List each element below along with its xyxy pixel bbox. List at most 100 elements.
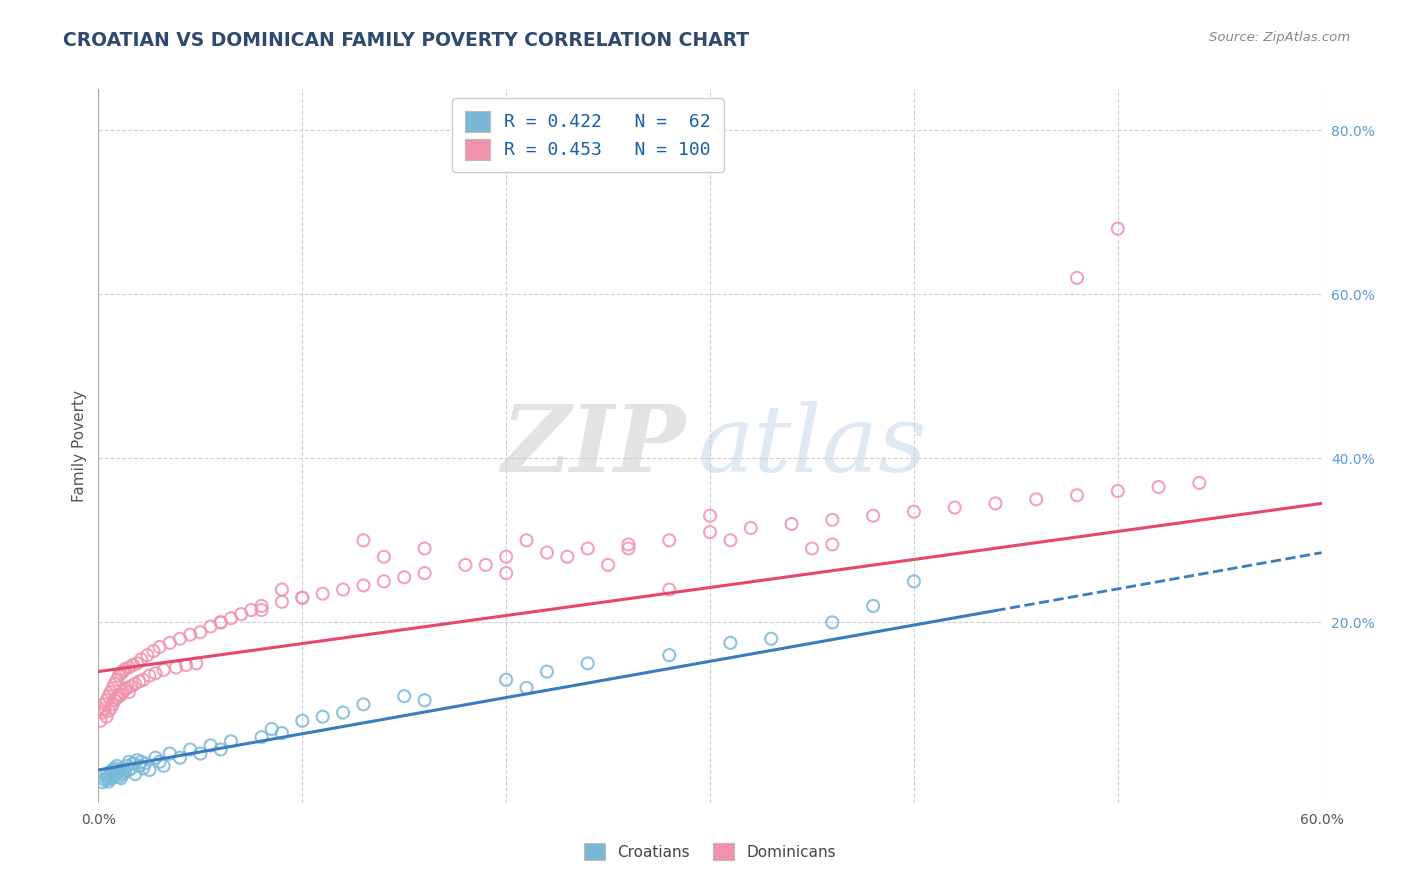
Point [270, 726, 294, 740]
Point [352, 578, 374, 592]
Point [111, 685, 134, 699]
Point [495, 566, 517, 581]
Point [495, 673, 517, 687]
Point [516, 681, 538, 695]
Point [1066, 270, 1088, 285]
Point [312, 587, 335, 601]
Point [110, 688, 132, 702]
Point [576, 657, 599, 671]
Point [118, 685, 141, 699]
Point [108, 668, 131, 682]
Point [97, 689, 120, 703]
Point [134, 756, 156, 771]
Point [862, 599, 884, 613]
Point [101, 763, 124, 777]
Point [761, 632, 783, 646]
Point [120, 679, 142, 693]
Point [111, 665, 134, 679]
Point [129, 755, 152, 769]
Point [100, 701, 122, 715]
Point [118, 763, 141, 777]
Point [801, 541, 824, 556]
Point [209, 742, 232, 756]
Point [219, 611, 242, 625]
Point [617, 541, 640, 556]
Point [114, 662, 136, 676]
Point [332, 706, 354, 720]
Point [129, 652, 152, 666]
Point [149, 755, 172, 769]
Point [209, 615, 232, 630]
Point [1188, 475, 1211, 490]
Point [105, 759, 128, 773]
Point [1107, 221, 1129, 235]
Point [108, 689, 131, 703]
Point [943, 500, 966, 515]
Point [1147, 480, 1170, 494]
Point [89, 714, 111, 728]
Point [209, 615, 232, 630]
Point [699, 525, 721, 540]
Point [1107, 484, 1129, 499]
Point [821, 615, 844, 630]
Point [658, 533, 681, 548]
Point [188, 625, 212, 640]
Point [105, 690, 128, 705]
Point [821, 513, 844, 527]
Point [115, 681, 138, 695]
Point [159, 747, 181, 761]
Point [93, 698, 115, 712]
Text: CROATIAN VS DOMINICAN FAMILY POVERTY CORRELATION CHART: CROATIAN VS DOMINICAN FAMILY POVERTY COR… [63, 31, 749, 50]
Point [392, 689, 416, 703]
Point [576, 541, 599, 556]
Point [128, 759, 150, 773]
Y-axis label: Family Poverty: Family Poverty [72, 390, 87, 502]
Point [96, 771, 118, 785]
Point [240, 603, 263, 617]
Point [108, 770, 131, 784]
Point [91, 706, 114, 720]
Point [1066, 488, 1088, 502]
Point [495, 549, 517, 564]
Point [270, 582, 294, 597]
Point [104, 769, 127, 783]
Point [699, 508, 721, 523]
Point [110, 666, 132, 681]
Point [373, 549, 395, 564]
Point [120, 761, 142, 775]
Point [145, 666, 167, 681]
Point [100, 685, 122, 699]
Point [250, 599, 273, 613]
Point [179, 627, 201, 641]
Point [97, 704, 120, 718]
Point [392, 570, 416, 584]
Point [821, 537, 844, 551]
Point [122, 756, 145, 771]
Point [152, 663, 174, 677]
Point [124, 767, 146, 781]
Text: ZIP: ZIP [502, 401, 686, 491]
Point [138, 763, 160, 777]
Point [142, 644, 165, 658]
Point [516, 533, 538, 548]
Point [96, 693, 118, 707]
Point [110, 763, 132, 777]
Point [145, 750, 167, 764]
Point [291, 591, 314, 605]
Point [174, 658, 197, 673]
Point [780, 516, 803, 531]
Point [200, 739, 222, 753]
Point [270, 595, 294, 609]
Point [97, 770, 120, 784]
Point [291, 591, 314, 605]
Point [101, 770, 124, 784]
Point [474, 558, 498, 572]
Point [118, 660, 141, 674]
Point [536, 546, 558, 560]
Point [111, 767, 134, 781]
Point [1025, 492, 1047, 507]
Point [219, 734, 242, 748]
Point [186, 657, 208, 671]
Point [179, 742, 201, 756]
Point [250, 730, 273, 744]
